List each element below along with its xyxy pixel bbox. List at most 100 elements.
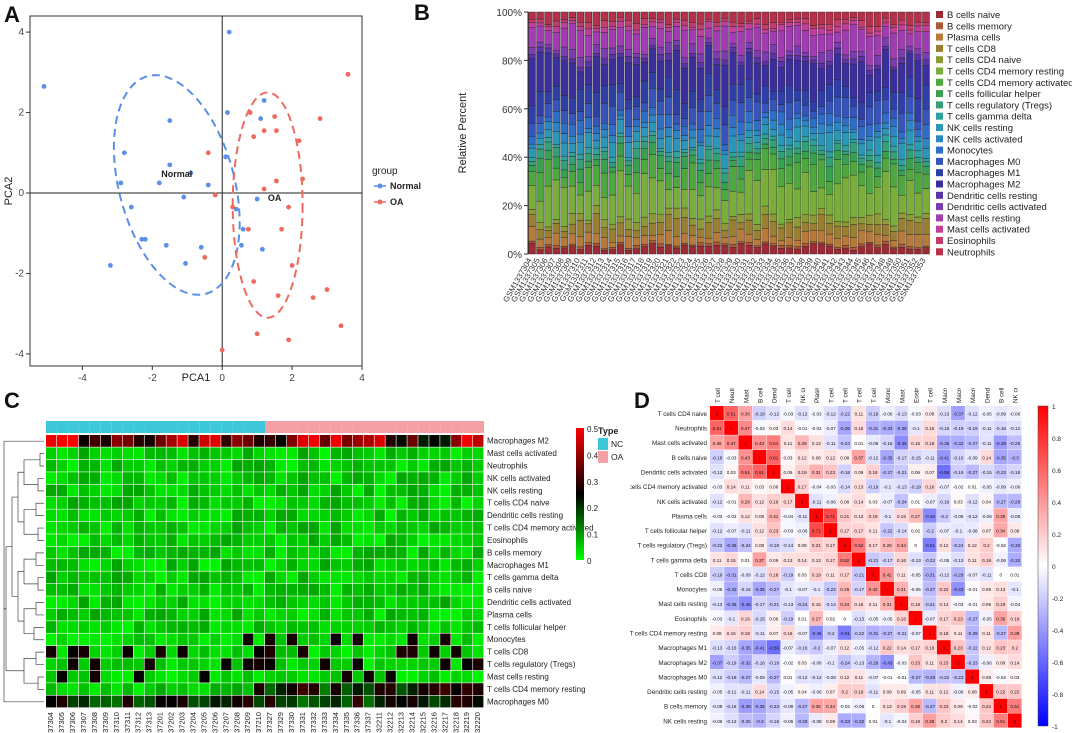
- correlation-cell: [936, 654, 951, 670]
- heatmap-cell: [352, 559, 363, 571]
- heatmap-cell: [462, 435, 473, 447]
- bar-segment: [640, 235, 649, 245]
- bar-segment: [825, 181, 834, 196]
- bar-segment: [793, 188, 802, 218]
- heatmap-cell: [144, 509, 155, 522]
- bar-segment: [673, 123, 681, 131]
- heatmap-cell: [78, 484, 90, 497]
- heatmap-cell: [374, 571, 385, 584]
- correlation-cell: [752, 698, 767, 713]
- heatmap-cell: [473, 435, 484, 447]
- heatmap-cell: [100, 571, 112, 584]
- correlation-value: 0.17: [911, 646, 920, 651]
- correlation-value: 0.17: [869, 543, 878, 548]
- correlation-value: -0.19: [712, 573, 723, 578]
- bar-segment: [560, 27, 568, 48]
- point-normal: [205, 182, 211, 188]
- bar-segment: [857, 29, 866, 52]
- bar-segment: [632, 245, 641, 249]
- bar-segment: [729, 115, 737, 128]
- correlation-cell: [766, 523, 781, 538]
- correlation-value: 1: [758, 455, 761, 460]
- heatmap-cell: [100, 683, 112, 695]
- bar-segment: [705, 243, 713, 247]
- correlation-cell: [979, 464, 994, 479]
- correlation-cell: [922, 552, 937, 567]
- correlation-cell: [866, 684, 880, 699]
- correlation-cell: [880, 406, 894, 421]
- correlation-value: 1: [886, 587, 889, 592]
- bar-segment: [648, 243, 657, 255]
- bar-segment: [552, 245, 560, 249]
- heatmap-cell: [297, 633, 309, 646]
- correlation-cell: [738, 640, 753, 655]
- bar-segment: [745, 11, 753, 22]
- bar-segment: [777, 90, 785, 105]
- correlation-cell: [795, 567, 809, 582]
- bar-segment: [721, 154, 729, 169]
- bar-segment: [729, 127, 737, 137]
- bar-segment: [769, 22, 777, 29]
- bar-segment: [584, 28, 593, 36]
- bar-segment: [624, 126, 633, 137]
- bar-segment: [737, 11, 745, 24]
- bar-segment: [576, 30, 584, 58]
- column-label: GSM1337329: [276, 712, 285, 733]
- bar-segment: [914, 48, 922, 55]
- heatmap-cell: [89, 645, 101, 658]
- heatmap-cell: [155, 546, 166, 559]
- heatmap-cell: [210, 670, 221, 683]
- bar-segment: [914, 248, 922, 255]
- correlation-cell: [922, 625, 937, 640]
- bar-segment: [914, 54, 922, 61]
- heatmap-cell: [429, 658, 440, 671]
- bar-segment: [656, 11, 665, 20]
- heatmap-cell: [144, 472, 155, 485]
- bar-segment: [817, 133, 826, 146]
- correlation-value: -0.19: [868, 485, 879, 490]
- correlation-cell: [908, 537, 923, 552]
- correlation-cell: [823, 493, 838, 509]
- bar-segment: [849, 97, 858, 107]
- bar-segment: [552, 111, 560, 123]
- bar-segment: [906, 248, 914, 255]
- heatmap-cell: [144, 546, 155, 559]
- bar-segment: [785, 102, 794, 120]
- bar-segment: [576, 89, 584, 112]
- heatmap-cell: [407, 670, 418, 683]
- bar-segment: [857, 51, 866, 57]
- heatmap-cell: [56, 509, 68, 522]
- heatmap-cell: [155, 645, 166, 658]
- bar-segment: [849, 152, 858, 162]
- bar-segment: [713, 209, 721, 219]
- heatmap-cell: [396, 509, 407, 522]
- bar-segment: [584, 245, 593, 255]
- heatmap-cell: [254, 435, 265, 447]
- heatmap-cell: [133, 521, 144, 534]
- bar-segment: [898, 24, 906, 31]
- bar-segment: [648, 72, 657, 89]
- correlation-value: -0.05: [981, 616, 992, 621]
- bar-segment: [632, 125, 641, 132]
- bar-segment: [785, 148, 794, 158]
- heatmap-cell: [155, 534, 166, 547]
- correlation-cell: [993, 698, 1008, 713]
- bar-segment: [624, 62, 633, 100]
- heatmap-cell: [155, 683, 166, 695]
- row-label: T cells CD4 memory resting: [630, 630, 707, 637]
- bar-segment: [568, 49, 576, 60]
- heatmap-cell: [78, 670, 90, 683]
- correlation-cell: [866, 537, 880, 552]
- bar-segment: [857, 185, 866, 218]
- heatmap-cell: [275, 621, 287, 633]
- bar-segment: [898, 195, 906, 214]
- legend-label: B cells naive: [947, 10, 1000, 21]
- legend-label: T cells CD8: [947, 44, 996, 55]
- row-label: Dendritic cells activated: [487, 598, 571, 607]
- bar-segment: [624, 236, 633, 249]
- bar-segment: [673, 157, 681, 163]
- heatmap-cell: [330, 459, 342, 472]
- correlation-value: 0.08: [713, 631, 722, 636]
- correlation-value: 0.38: [1010, 631, 1019, 636]
- bar-segment: [777, 30, 785, 58]
